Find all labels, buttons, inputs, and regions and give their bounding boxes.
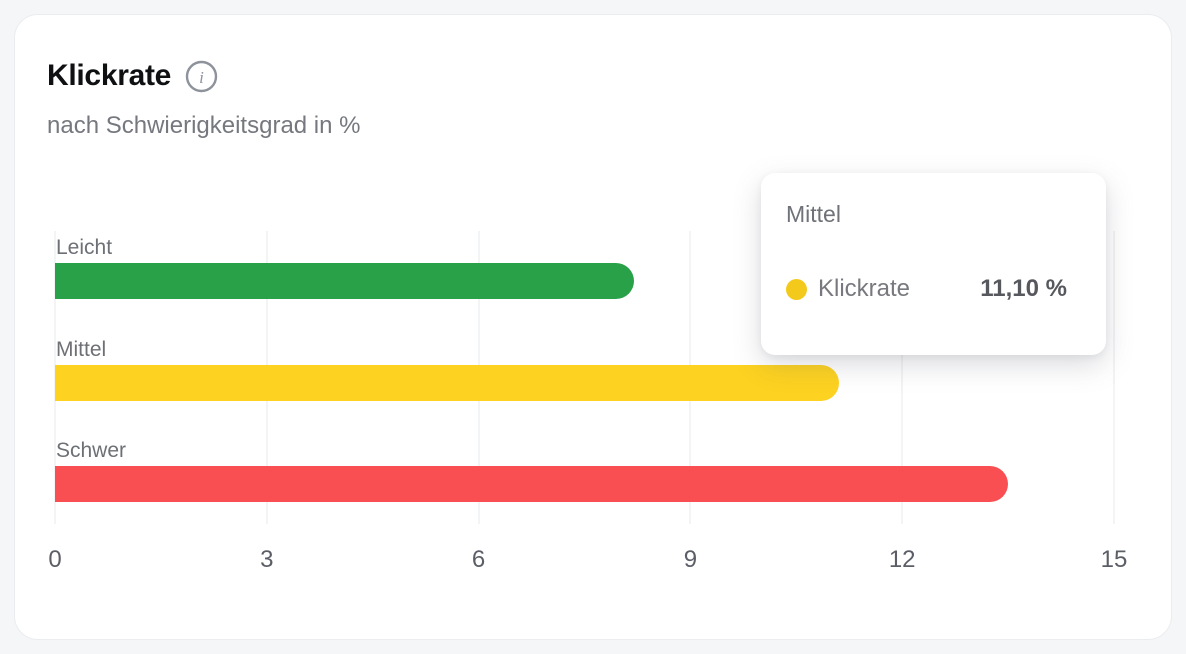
bar-schwer[interactable] [55,466,1009,502]
gridline-12 [901,231,903,524]
svg-text:i: i [199,68,204,87]
chart-subtitle: nach Schwierigkeitsgrad in % [47,112,361,139]
bar-label-leicht: Leicht [56,236,113,259]
x-tick-15: 15 [1100,546,1128,573]
series-dot-icon [786,278,807,300]
gridline-15 [1113,231,1115,524]
bar-mittel[interactable] [55,364,839,401]
tooltip-series-label: Klickrate [818,275,911,302]
x-axis: 0 3 6 9 12 15 [48,546,1127,578]
bar-leicht[interactable] [55,263,634,299]
x-tick-6: 6 [471,546,486,573]
bar-chart-plot-area: Leicht Mittel Schwer [54,231,1115,524]
x-tick-3: 3 [260,546,274,573]
x-tick-0: 0 [48,546,62,573]
tooltip-row: Klickrate 11,10 % [786,275,1082,303]
page-title: Klickrate [47,59,172,92]
tooltip-title: Mittel [786,201,841,227]
klickrate-card: Klickrate i nach Schwierigkeitsgrad in %… [14,14,1172,640]
x-tick-12: 12 [888,546,916,573]
chart-tooltip: Mittel Klickrate 11,10 % [761,173,1106,355]
x-tick-9: 9 [683,546,698,573]
card-header: Klickrate i [47,59,218,93]
bar-label-schwer: Schwer [56,439,127,462]
info-icon[interactable]: i [185,60,218,93]
tooltip-value: 11,10 % [980,275,1067,302]
bar-label-mittel: Mittel [56,337,107,361]
